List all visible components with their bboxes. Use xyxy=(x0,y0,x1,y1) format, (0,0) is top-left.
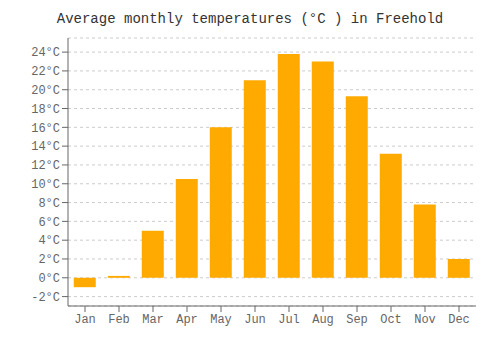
svg-text:Aug: Aug xyxy=(312,313,334,327)
svg-text:Jun: Jun xyxy=(244,313,266,327)
svg-text:2°C: 2°C xyxy=(38,253,60,267)
svg-text:16°C: 16°C xyxy=(31,122,60,136)
html-text:Average monthly temperatures (: Average monthly temperatures (°C ) in Fr… xyxy=(56,11,444,27)
svg-text:-2°C: -2°C xyxy=(31,291,60,305)
svg-text:20°C: 20°C xyxy=(31,84,60,98)
svg-text:6°C: 6°C xyxy=(38,216,60,230)
svg-text:Jul: Jul xyxy=(278,313,300,327)
svg-text:Oct: Oct xyxy=(380,313,402,327)
svg-text:Jan: Jan xyxy=(74,313,96,327)
svg-text:18°C: 18°C xyxy=(31,103,60,117)
svg-text:Feb: Feb xyxy=(108,313,130,327)
svg-text:4°C: 4°C xyxy=(38,234,60,248)
svg-text:May: May xyxy=(210,313,232,327)
svg-text:12°C: 12°C xyxy=(31,159,60,173)
svg-text:Dec: Dec xyxy=(448,313,470,327)
svg-text:0°C: 0°C xyxy=(38,272,60,286)
svg-text:Mar: Mar xyxy=(142,313,164,327)
svg-text:14°C: 14°C xyxy=(31,140,60,154)
svg-text:Nov: Nov xyxy=(414,313,436,327)
svg-text:8°C: 8°C xyxy=(38,197,60,211)
svg-text:24°C: 24°C xyxy=(31,46,60,60)
svg-text:Apr: Apr xyxy=(176,313,198,327)
svg-text:22°C: 22°C xyxy=(31,65,60,79)
svg-text:10°C: 10°C xyxy=(31,178,60,192)
svg-text:Sep: Sep xyxy=(346,313,368,327)
